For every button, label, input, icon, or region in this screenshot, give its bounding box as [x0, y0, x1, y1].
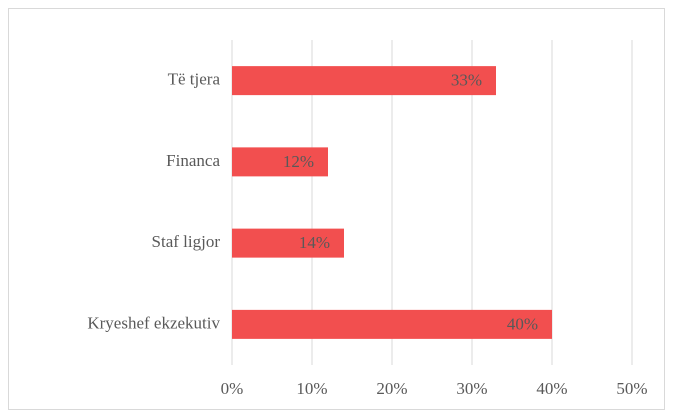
data-label: 33% [451, 71, 482, 90]
bar [232, 309, 552, 339]
bar [232, 228, 344, 258]
y-tick-label: Staf ligjor [152, 232, 221, 251]
y-tick-label: Të tjera [168, 70, 221, 89]
x-tick-label: 10% [296, 379, 327, 398]
y-tick-label: Kryeshef ekzekutiv [87, 313, 220, 332]
x-tick-label: 50% [616, 379, 647, 398]
x-tick-label: 40% [536, 379, 567, 398]
bar [232, 66, 496, 96]
data-label: 12% [283, 152, 314, 171]
x-tick-label: 20% [376, 379, 407, 398]
x-tick-label: 30% [456, 379, 487, 398]
y-tick-label: Financa [166, 151, 220, 170]
bar [232, 147, 328, 177]
x-tick-label: 0% [221, 379, 244, 398]
data-label: 14% [299, 233, 330, 252]
data-label: 40% [507, 314, 538, 333]
